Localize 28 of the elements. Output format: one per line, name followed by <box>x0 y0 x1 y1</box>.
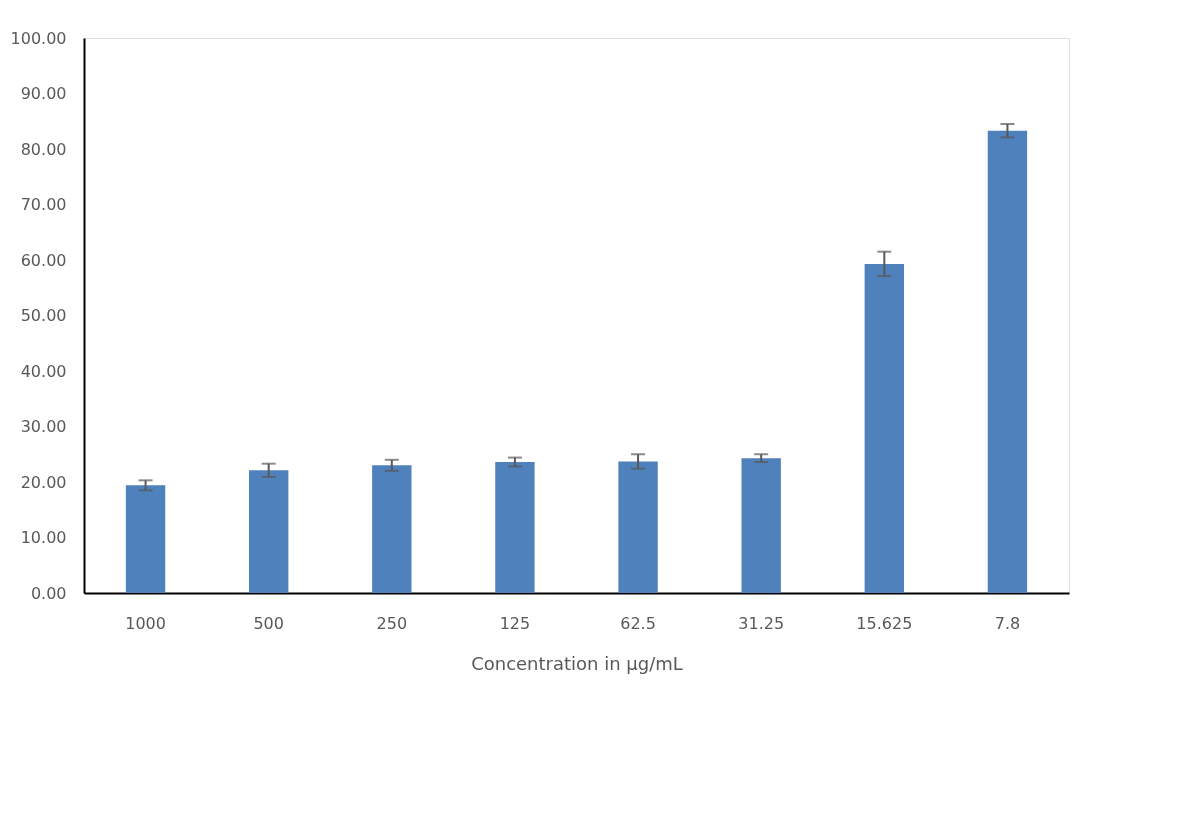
y-tick-label: 50.00 <box>20 306 67 325</box>
y-tick-label: 0.00 <box>30 583 67 603</box>
bar <box>495 462 535 593</box>
bar <box>741 458 781 593</box>
bar <box>864 263 905 593</box>
bar <box>248 470 289 593</box>
bar <box>125 485 166 593</box>
x-tick-label: 1000 <box>125 613 166 633</box>
x-tick-label: 62.5 <box>620 613 656 633</box>
y-tick-label: 40.00 <box>20 361 67 381</box>
x-tick-label: 15.625 <box>856 613 913 633</box>
bar <box>618 461 658 593</box>
y-tick-label: 60.00 <box>20 250 67 270</box>
x-tick-label: 500 <box>253 613 284 633</box>
y-tick-label: 70.00 <box>20 195 67 214</box>
y-tick-label: 80.00 <box>20 139 67 159</box>
x-tick-label: 7.8 <box>994 613 1021 633</box>
y-tick-label: 90.00 <box>20 84 67 103</box>
y-tick-label: 10.00 <box>20 528 67 547</box>
y-tick-label: 100.00 <box>10 28 67 48</box>
bar <box>372 465 412 593</box>
x-tick-label: 125 <box>499 613 531 633</box>
x-axis-title: Concentration in µg/mL <box>471 652 683 674</box>
y-tick-label: 30.00 <box>20 417 67 436</box>
x-tick-label: 31.25 <box>738 613 785 633</box>
bar <box>987 130 1028 593</box>
y-tick-label: 20.00 <box>20 472 67 492</box>
x-tick-label: 250 <box>376 613 408 633</box>
